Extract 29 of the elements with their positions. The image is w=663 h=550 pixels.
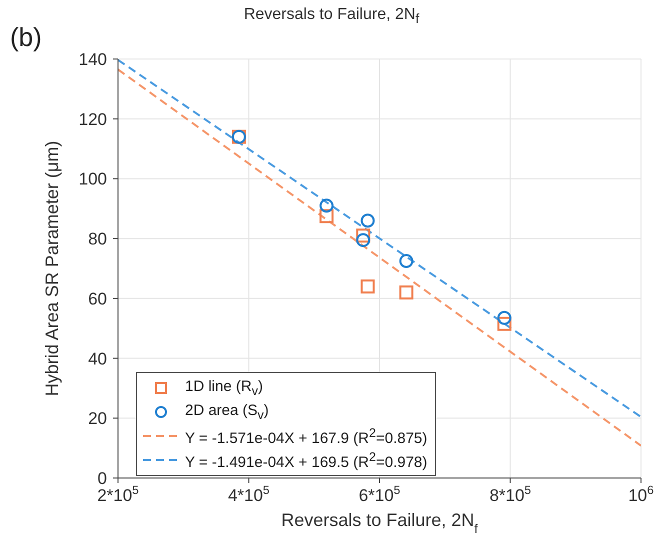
x-tick-label: 6*10$^{5}$ (358, 483, 401, 505)
point (497, 316, 512, 331)
point (320, 209, 334, 224)
x-tick-label: 4*10$^{5}$ (228, 483, 270, 505)
point (320, 198, 334, 213)
y-tick-label: 140 (78, 50, 107, 69)
point (360, 279, 375, 294)
y-tick-label: 40 (88, 349, 107, 368)
point (356, 233, 370, 248)
y-tick-label: 120 (78, 110, 107, 129)
legend-label: Y = -1.491e-04X + 169.5 (R$^{2}$=0.978) (185, 450, 428, 470)
x-axis-title: Reversals to Failure, 2N$_{f}$ (281, 510, 478, 536)
legend-label: Y = -1.571e-04X + 167.9 (R$^{2}$=0.875) (185, 426, 428, 446)
y-tick-label: 100 (78, 170, 107, 189)
point (399, 254, 414, 268)
y-tick-label: 80 (88, 230, 107, 249)
legend-label: 2D area (S$_{v}$) (185, 402, 269, 422)
point (360, 214, 375, 228)
text: Reversals to Failure, 2N$_{f}$ (244, 6, 420, 26)
y-tick-label: 20 (88, 409, 107, 428)
y-axis-title: Hybrid Area SR Parameter (μm) (42, 140, 62, 396)
point (399, 285, 414, 300)
y-tick-label: 60 (88, 289, 107, 308)
point (356, 228, 370, 243)
point (497, 310, 512, 325)
text: (b) (10, 22, 42, 52)
x-tick-label: 8*10$^{5}$ (489, 483, 532, 505)
x-tick-label: 10$^{6}$ (628, 483, 654, 505)
legend-label: 1D line (R$_{v}$) (185, 378, 263, 398)
